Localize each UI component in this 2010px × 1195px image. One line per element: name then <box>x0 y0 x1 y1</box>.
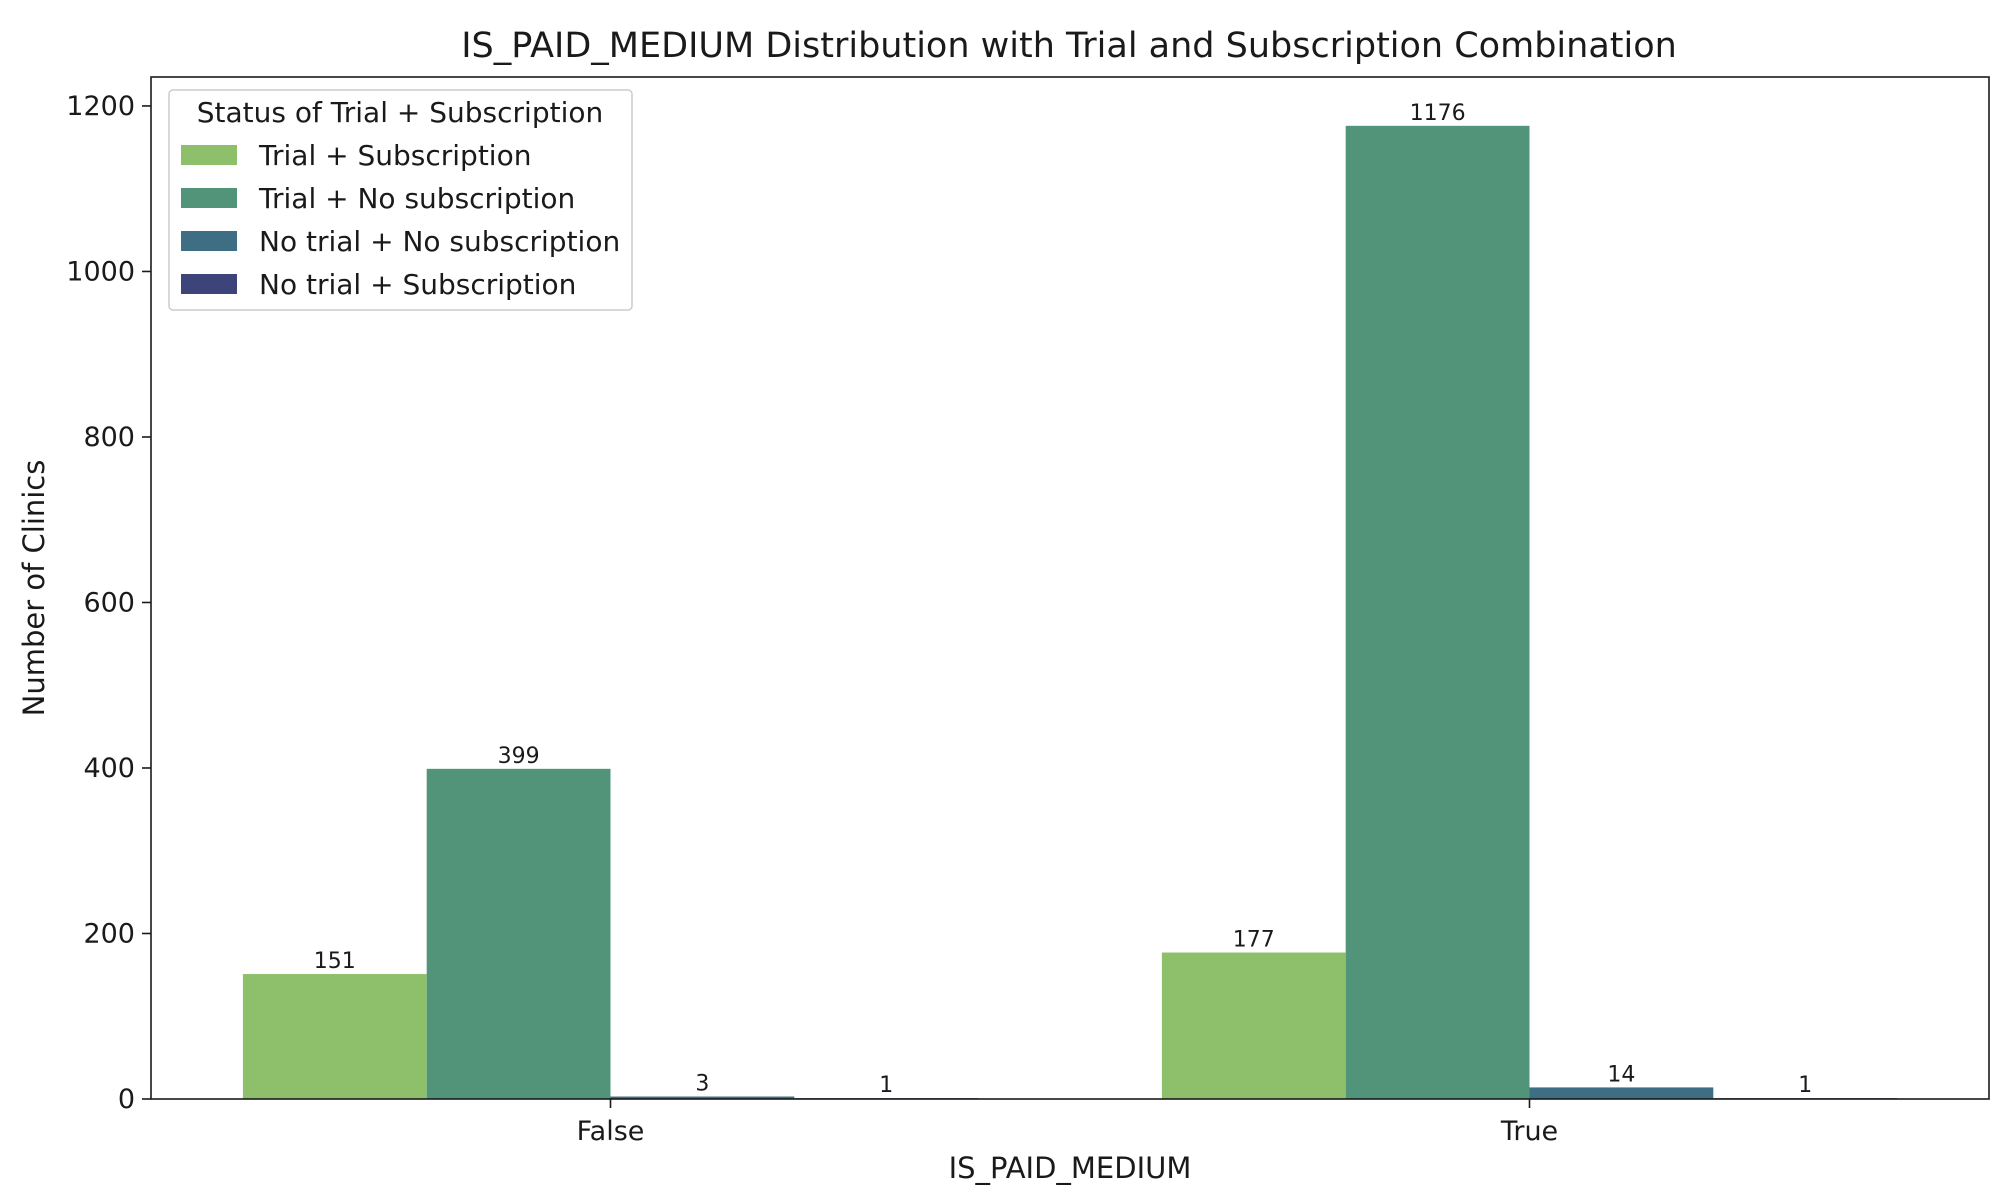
data-labels-layer: 151 399 3 1 177 1176 14 1 <box>314 101 1812 1098</box>
x-tick-label: True <box>1500 1116 1558 1147</box>
data-label: 151 <box>314 949 356 974</box>
data-label: 399 <box>498 744 540 769</box>
legend-swatch <box>181 145 237 165</box>
legend-label: Trial + No subscription <box>258 182 575 215</box>
bar-true-series-0 <box>1161 952 1346 1099</box>
bars-layer <box>242 125 1898 1099</box>
y-tick-label: 400 <box>83 753 135 784</box>
legend-entries: Trial + Subscription Trial + No subscript… <box>181 139 620 301</box>
x-tick-label: False <box>577 1116 645 1147</box>
legend-label: No trial + No subscription <box>259 225 620 258</box>
y-tick-label: 800 <box>83 422 135 453</box>
legend-swatch <box>181 188 237 208</box>
y-axis: 0 200 400 600 800 1000 1200 <box>66 91 151 1115</box>
y-tick-label: 1200 <box>66 91 135 122</box>
bar-false-series-1 <box>426 768 611 1099</box>
legend-swatch <box>181 231 237 251</box>
x-axis-label: IS_PAID_MEDIUM <box>949 1151 1192 1185</box>
data-label: 1 <box>1798 1073 1812 1098</box>
y-tick-label: 0 <box>118 1084 135 1115</box>
legend-title: Status of Trial + Subscription <box>197 96 603 129</box>
legend-box <box>168 89 633 311</box>
legend: Status of Trial + Subscription Trial + S… <box>168 89 633 311</box>
bar-true-series-2 <box>1529 1087 1714 1099</box>
legend-label: Trial + Subscription <box>258 139 531 172</box>
plot-area-frame <box>150 76 1990 1100</box>
bar-true-series-1 <box>1345 125 1530 1099</box>
chart-title: IS_PAID_MEDIUM Distribution with Trial a… <box>461 26 1677 66</box>
x-axis: False True <box>577 1099 1558 1147</box>
y-tick-label: 600 <box>83 587 135 618</box>
legend-swatch <box>181 274 237 294</box>
data-label: 3 <box>695 1072 709 1097</box>
data-label: 1176 <box>1410 101 1466 126</box>
data-label: 14 <box>1607 1062 1635 1087</box>
bar-false-series-2 <box>610 1096 795 1099</box>
data-label: 177 <box>1233 928 1275 953</box>
y-axis-label: Number of Clinics <box>17 460 51 717</box>
y-tick-label: 1000 <box>66 256 135 287</box>
bar-false-series-0 <box>242 974 427 1099</box>
data-label: 1 <box>879 1073 893 1098</box>
legend-label: No trial + Subscription <box>259 268 576 301</box>
y-tick-label: 200 <box>83 918 135 949</box>
